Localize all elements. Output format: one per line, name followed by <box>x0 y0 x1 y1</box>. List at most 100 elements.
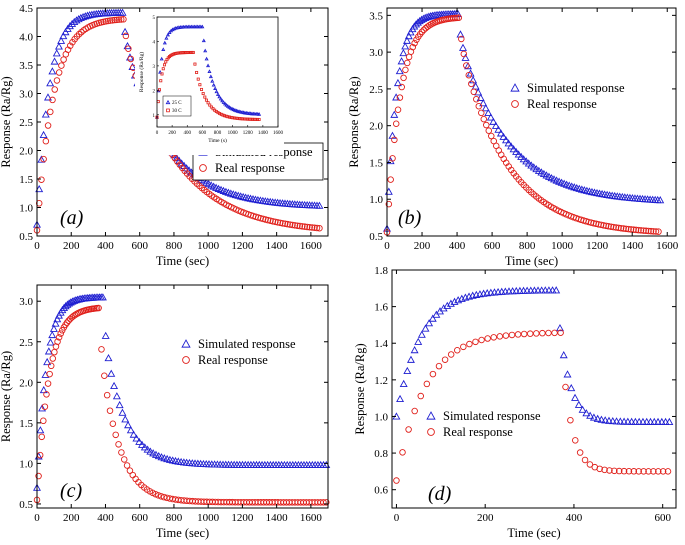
data-point <box>562 383 569 391</box>
data-point <box>469 76 478 84</box>
x-tick-label: 1400 <box>266 512 289 524</box>
data-point <box>394 106 402 114</box>
x-tick-label: 800 <box>166 512 183 524</box>
data-point <box>414 337 423 345</box>
data-point <box>600 222 607 229</box>
data-point <box>441 356 449 363</box>
data-point <box>57 36 66 44</box>
x-tick-label: 400 <box>566 512 583 524</box>
data-point <box>221 113 225 117</box>
data-point <box>223 101 228 106</box>
y-tick-label: 0.5 <box>19 499 33 511</box>
data-point <box>308 224 316 231</box>
x-tick-label: 800 <box>166 240 183 252</box>
data-point <box>123 462 131 469</box>
data-point <box>159 56 164 61</box>
data-point <box>514 150 523 158</box>
data-point <box>615 467 623 475</box>
data-point <box>489 117 498 125</box>
data-point <box>411 39 418 47</box>
data-point <box>631 417 640 425</box>
data-point <box>605 223 612 230</box>
data-point <box>597 221 605 229</box>
data-point <box>461 53 470 61</box>
data-point <box>164 36 169 40</box>
data-point <box>472 338 479 346</box>
y-tick-label: 1.5 <box>19 174 33 186</box>
y-axis-label: Response (Ra/Rg) <box>353 343 367 434</box>
data-point <box>267 217 274 225</box>
series-real <box>33 304 330 506</box>
data-point <box>201 92 205 96</box>
data-point <box>399 48 408 57</box>
data-point <box>595 221 602 228</box>
data-point <box>106 17 114 24</box>
data-point <box>478 336 485 344</box>
x-tick-label: 1400 <box>621 240 644 252</box>
data-point <box>593 414 602 422</box>
data-point <box>54 42 63 50</box>
x-axis-label: Time (sec) <box>156 254 209 268</box>
data-point <box>652 228 660 235</box>
data-point <box>665 417 674 425</box>
data-point <box>55 69 63 76</box>
data-point <box>98 293 107 301</box>
data-point <box>533 330 540 337</box>
data-point <box>65 22 74 30</box>
data-point <box>68 19 77 27</box>
data-point <box>157 493 165 500</box>
data-point <box>281 220 289 228</box>
data-point <box>539 329 546 337</box>
data-point <box>104 354 113 362</box>
plot-frame <box>386 7 677 237</box>
data-point <box>58 62 65 69</box>
data-point <box>125 45 132 52</box>
data-point <box>551 329 558 337</box>
x-axis-label: Time (sec) <box>507 526 560 540</box>
data-point <box>249 117 253 121</box>
data-point <box>158 69 163 74</box>
data-point <box>117 16 125 23</box>
data-point <box>51 348 58 356</box>
data-point <box>160 72 164 76</box>
legend-entry: Simulated response <box>198 337 296 351</box>
data-point <box>396 94 404 101</box>
y-tick-label: 0.8 <box>374 448 388 460</box>
data-point <box>508 331 516 339</box>
data-point <box>51 86 58 93</box>
data-point <box>392 93 401 101</box>
data-point <box>617 224 625 232</box>
data-point <box>479 99 488 107</box>
x-tick-label: 0 <box>34 512 40 524</box>
data-point <box>59 31 68 40</box>
inset-series-0 <box>154 24 262 119</box>
data-point <box>167 30 172 34</box>
x-tick-label: 600 <box>131 240 148 252</box>
data-point <box>217 94 222 99</box>
data-point <box>115 400 124 409</box>
data-point <box>122 32 130 40</box>
x-tick-label: 600 <box>484 240 501 252</box>
data-point <box>655 468 662 475</box>
y-axis-label: Response (Ra/Rg) <box>0 351 13 442</box>
data-point <box>638 417 647 425</box>
data-point <box>581 456 589 464</box>
data-point <box>244 117 248 121</box>
series-real <box>393 329 672 484</box>
series-real <box>383 14 662 236</box>
data-point <box>264 216 272 224</box>
data-point <box>417 330 426 338</box>
inset-x-tick-label: 400 <box>184 131 192 136</box>
data-point <box>224 114 228 118</box>
data-point <box>611 467 618 475</box>
y-tick-label: 1.0 <box>19 458 33 470</box>
x-tick-label: 1600 <box>300 240 323 252</box>
data-point <box>83 11 92 19</box>
data-point <box>464 62 473 70</box>
data-point <box>208 103 212 107</box>
data-point <box>109 420 117 428</box>
data-point <box>296 222 304 230</box>
data-point <box>459 43 467 51</box>
data-point <box>200 24 205 29</box>
series-simulated <box>383 9 665 232</box>
